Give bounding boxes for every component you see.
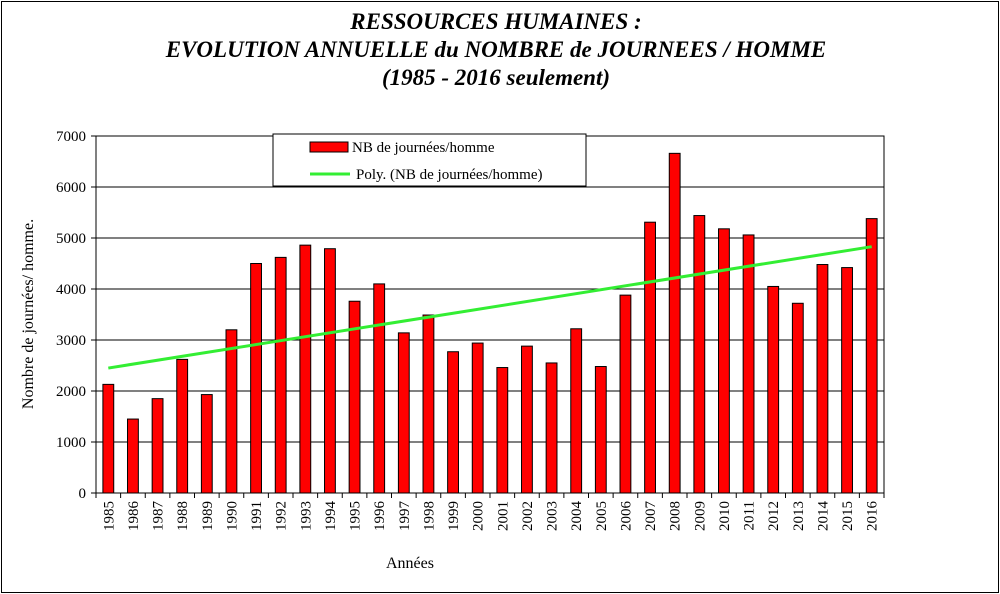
bar-1990 (225, 329, 238, 494)
bar-2000 (471, 342, 484, 494)
x-tick-label: 1986 (126, 501, 142, 532)
x-tick-label: 2002 (520, 501, 536, 531)
y-tick-label: 5000 (56, 231, 86, 247)
x-tick-label: 2005 (594, 501, 610, 531)
title-line-2: EVOLUTION ANNUELLE du NOMBRE de JOURNEES… (165, 37, 827, 62)
x-tick-label: 1992 (274, 501, 290, 531)
bar-1987 (151, 398, 164, 494)
y-axis: 0 1000 2000 3000 4000 5000 6000 7000 (56, 129, 96, 502)
bar-2016 (865, 218, 878, 494)
title-line-3: (1985 - 2016 seulement) (382, 65, 610, 90)
trendline-series (108, 245, 872, 370)
bar-1991 (250, 263, 262, 494)
bar-1997 (397, 332, 410, 494)
bar-1992 (274, 256, 287, 494)
legend-bar-label: NB de journées/homme (352, 140, 495, 156)
bar-1989 (200, 394, 213, 494)
bar-2009 (693, 215, 706, 494)
bar-2006 (619, 294, 632, 494)
legend-trend-label: Poly. (NB de journées/homme) (356, 167, 543, 183)
y-tick-label: 1000 (56, 435, 86, 451)
bar-2014 (816, 264, 829, 494)
bar-2003 (545, 362, 558, 494)
plot-area (95, 135, 885, 494)
bar-2013 (791, 302, 804, 494)
x-tick-label: 1991 (249, 501, 265, 531)
bar-1993 (299, 244, 312, 494)
x-tick-label: 2008 (668, 501, 684, 531)
bar-1995 (348, 300, 361, 494)
y-tick-label: 0 (79, 486, 87, 502)
bar-1986 (127, 418, 139, 494)
x-tick-label: 1997 (397, 501, 413, 532)
bar-2011 (742, 234, 755, 494)
x-tick-label: 2014 (815, 501, 831, 532)
x-tick-label: 1994 (323, 501, 339, 532)
x-tick-label: 2003 (545, 501, 561, 531)
bar-2004 (570, 328, 583, 494)
y-tick-label: 4000 (56, 282, 86, 298)
x-tick-label: 1985 (101, 501, 117, 531)
x-tick-label: 1996 (372, 501, 388, 532)
y-tick-label: 7000 (56, 129, 86, 145)
x-tick-label: 1987 (151, 501, 167, 532)
trendline (108, 245, 872, 370)
y-axis-label: Nombre de journées/ homme. (20, 219, 37, 409)
bar-1994 (324, 248, 336, 494)
x-tick-label: 2000 (471, 501, 487, 531)
x-tick-label: 1989 (200, 501, 216, 531)
x-tick-label: 1988 (175, 501, 191, 531)
bar-2012 (767, 285, 780, 494)
legend-bar-swatch (309, 141, 349, 153)
x-tick-label: 2013 (791, 501, 807, 531)
bar-1996 (373, 283, 386, 494)
x-tick-label: 2001 (495, 501, 511, 531)
bar-2015 (841, 267, 853, 494)
x-tick-label: 2015 (840, 501, 856, 531)
x-axis-label: Années (386, 555, 434, 572)
x-axis: 1985 1986 1987 1988 1989 1990 1991 1992 1993 1994… (95, 493, 885, 532)
y-tick-label: 6000 (56, 180, 86, 196)
bar-2008 (668, 152, 681, 494)
bar-2005 (594, 366, 607, 494)
bar-1985 (102, 383, 115, 494)
bar-2010 (718, 228, 730, 494)
y-tick-label: 3000 (56, 333, 86, 349)
x-tick-label: 2004 (569, 501, 585, 532)
y-tick-label: 2000 (56, 384, 86, 400)
x-tick-label: 2012 (766, 501, 782, 531)
bar-series (102, 152, 878, 494)
x-tick-label: 2007 (643, 501, 659, 532)
x-tick-label: 1995 (348, 501, 364, 531)
chart-title: RESSOURCES HUMAINES : EVOLUTION ANNUELLE… (165, 9, 827, 90)
x-tick-label: 2011 (742, 501, 758, 530)
legend: NB de journées/homme Poly. (NB de journé… (272, 133, 587, 187)
x-tick-label: 1990 (224, 501, 240, 531)
bar-1998 (422, 314, 435, 494)
bar-2001 (496, 367, 509, 494)
x-tick-label: 2016 (865, 501, 881, 532)
title-line-1: RESSOURCES HUMAINES : (349, 9, 641, 34)
x-tick-label: 2010 (717, 501, 733, 531)
bar-1999 (447, 351, 459, 494)
bar-1988 (176, 358, 189, 494)
x-tick-label: 2006 (618, 501, 634, 532)
x-tick-label: 1993 (298, 501, 314, 531)
x-tick-label: 2009 (692, 501, 708, 531)
bar-2007 (644, 221, 656, 494)
bar-2002 (521, 345, 533, 494)
x-tick-label: 1999 (446, 501, 462, 531)
x-tick-label: 1998 (421, 501, 437, 531)
